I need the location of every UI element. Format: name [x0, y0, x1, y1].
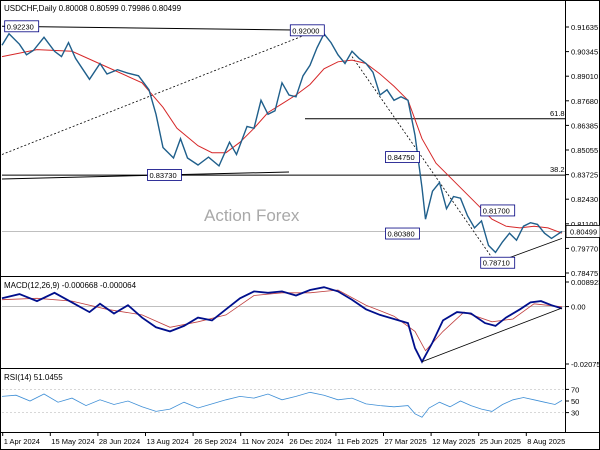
price-annotation-label: 0.92230: [7, 22, 34, 31]
x-tick-label: 8 Aug 2025: [527, 437, 565, 446]
x-tick-label: 15 May 2024: [51, 437, 94, 446]
watermark: Action Forex: [204, 206, 300, 225]
x-tick-label: 11 Nov 2024: [242, 437, 284, 446]
price-annotation-box: [289, 24, 325, 37]
price-trendline: [1, 25, 325, 31]
rsi-panel: 70 50 30: [1, 385, 579, 418]
rsi-y-tick-label: 30: [571, 409, 579, 418]
price-y-tick-label: 0.89010: [571, 72, 598, 81]
price-y-tick-label: 0.86385: [571, 121, 598, 130]
x-tick-label: 25 Jun 2025: [480, 437, 521, 446]
x-tick-label: 1 Apr 2024: [4, 437, 40, 446]
macd-y-tick-label: 0.008923: [571, 278, 600, 287]
price-trendline: [1, 29, 318, 155]
price-annotation-box: [385, 227, 420, 240]
price-annotation-label: 0.78710: [483, 259, 510, 268]
price-y-tick-label: 0.81100: [571, 220, 598, 229]
price-y-tick-label: 0.91635: [571, 23, 598, 32]
x-tick-label: 26 Dec 2024: [289, 437, 332, 446]
rsi-title: RSI(14) 51.0455: [4, 373, 63, 382]
price-chart-title: USDCHF,Daily 0.80008 0.80599 0.79986 0.8…: [4, 4, 182, 13]
price-annotation-label: 0.84750: [388, 153, 415, 162]
price-line: [1, 32, 563, 254]
price-annotation-box: [480, 204, 516, 217]
price-annotation-label: 0.81700: [483, 206, 510, 215]
current-price-label: 0.80499: [570, 227, 597, 236]
macd-y-tick-label: -0.020759: [571, 360, 600, 369]
price-y-tick-label: 0.87680: [571, 97, 598, 106]
macd-panel: 0.008923 0.00 -0.020759: [1, 278, 600, 369]
price-y-tick-label: 0.79770: [571, 244, 598, 253]
price-panel: 61.8 38.2 0.91635 0.90345 0.89010 0.87680 0.86…: [1, 20, 600, 278]
fib-level-label: 61.8: [550, 109, 565, 118]
price-annotation-label: 0.80380: [388, 230, 415, 239]
x-tick-label: 13 Aug 2024: [147, 437, 189, 446]
price-y-tick-label: 0.90345: [571, 48, 598, 57]
price-annotation-label: 0.83730: [150, 171, 177, 180]
rsi-line: [1, 391, 563, 418]
price-y-tick-label: 0.78475: [571, 269, 598, 278]
price-y-tick-label: 0.85055: [571, 146, 598, 155]
current-price-box: [565, 225, 600, 238]
macd-y-tick-label: 0.00: [571, 303, 586, 312]
price-annotation-box: [385, 151, 420, 164]
x-tick-label: 27 Mar 2025: [385, 437, 427, 446]
fib-level-label: 38.2: [550, 165, 565, 174]
price-trendline: [351, 56, 496, 263]
macd-title: MACD(12,26,9) -0.000668 -0.000064: [4, 281, 137, 290]
price-annotation-box: [147, 169, 182, 181]
x-tick-label: 12 May 2025: [432, 437, 475, 446]
rsi-y-tick-label: 50: [571, 397, 579, 406]
macd-trendline: [421, 307, 563, 363]
price-annotation-box: [4, 20, 40, 33]
rsi-y-tick-label: 70: [571, 385, 579, 394]
x-tick-label: 11 Feb 2025: [337, 437, 379, 446]
x-tick-label: 28 Jun 2024: [99, 437, 140, 446]
macd-line: [1, 286, 563, 364]
price-y-tick-label: 0.82430: [571, 195, 598, 204]
x-tick-label: 26 Sep 2024: [194, 437, 237, 446]
price-y-tick-label: 0.83725: [571, 171, 598, 180]
x-axis: 1 Apr 2024 15 May 2024 28 Jun 2024 13 Aug 2…: [2, 432, 565, 446]
price-annotation-label: 0.92000: [292, 26, 319, 35]
price-annotation-box: [480, 256, 516, 269]
price-trendline: [1, 171, 290, 180]
macd-signal-line: [1, 289, 563, 352]
